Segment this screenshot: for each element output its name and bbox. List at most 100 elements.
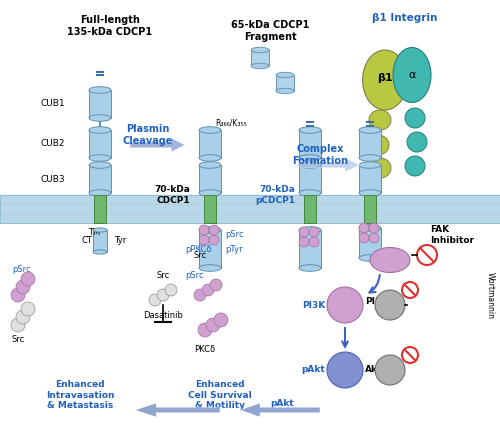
Circle shape	[149, 294, 161, 306]
Circle shape	[199, 225, 209, 235]
Text: 70-kDa
CDCP1: 70-kDa CDCP1	[154, 185, 190, 204]
Circle shape	[157, 289, 169, 301]
Circle shape	[359, 233, 369, 243]
Circle shape	[16, 280, 30, 294]
Text: 70-kDa
pCDCP1: 70-kDa pCDCP1	[255, 185, 295, 204]
Ellipse shape	[89, 190, 111, 196]
FancyBboxPatch shape	[359, 130, 381, 158]
Text: CT: CT	[81, 236, 92, 245]
Bar	[364, 195, 376, 223]
Ellipse shape	[393, 48, 431, 102]
FancyBboxPatch shape	[299, 165, 321, 193]
Text: pFAK: pFAK	[380, 255, 400, 265]
Circle shape	[375, 355, 405, 385]
Circle shape	[309, 227, 319, 237]
Ellipse shape	[89, 162, 111, 168]
Ellipse shape	[199, 190, 221, 196]
Text: PI3K: PI3K	[302, 300, 325, 310]
Ellipse shape	[359, 255, 381, 261]
Circle shape	[369, 223, 379, 233]
Ellipse shape	[369, 110, 391, 130]
Text: TM: TM	[88, 228, 100, 237]
Circle shape	[165, 284, 177, 296]
Circle shape	[402, 282, 418, 298]
FancyBboxPatch shape	[299, 230, 321, 268]
Circle shape	[21, 302, 35, 316]
Circle shape	[209, 225, 219, 235]
Circle shape	[206, 318, 220, 332]
Text: Complex
Formation: Complex Formation	[292, 144, 348, 166]
Ellipse shape	[199, 265, 221, 271]
Ellipse shape	[299, 155, 321, 161]
Circle shape	[309, 237, 319, 247]
Ellipse shape	[405, 156, 425, 176]
FancyArrow shape	[300, 158, 360, 172]
FancyBboxPatch shape	[89, 90, 111, 118]
Text: Wortmannin: Wortmannin	[486, 272, 494, 319]
Ellipse shape	[407, 132, 427, 152]
Circle shape	[369, 233, 379, 243]
FancyArrow shape	[240, 403, 320, 417]
Circle shape	[359, 223, 369, 233]
Circle shape	[299, 227, 309, 237]
Text: Enhanced
Intravasation
& Metastasis: Enhanced Intravasation & Metastasis	[46, 380, 114, 410]
Text: Full-length: Full-length	[80, 15, 140, 25]
FancyBboxPatch shape	[276, 75, 294, 91]
Text: pSrc: pSrc	[12, 266, 30, 275]
Text: β1: β1	[377, 73, 393, 83]
Circle shape	[16, 310, 30, 324]
Ellipse shape	[299, 265, 321, 271]
Ellipse shape	[299, 190, 321, 196]
Ellipse shape	[251, 63, 269, 69]
Text: pSrc: pSrc	[186, 270, 204, 279]
Bar	[94, 195, 106, 223]
Ellipse shape	[359, 225, 381, 232]
Ellipse shape	[299, 162, 321, 168]
Circle shape	[327, 352, 363, 388]
Ellipse shape	[89, 87, 111, 93]
Text: α: α	[408, 70, 416, 80]
Ellipse shape	[299, 127, 321, 133]
FancyBboxPatch shape	[251, 50, 269, 66]
Text: Enhanced
Cell Survival
& Motility: Enhanced Cell Survival & Motility	[188, 380, 252, 410]
Text: pAkt: pAkt	[270, 399, 294, 408]
Ellipse shape	[299, 227, 321, 233]
Text: 65-kDa CDCP1: 65-kDa CDCP1	[231, 20, 309, 30]
Ellipse shape	[359, 155, 381, 161]
Circle shape	[214, 313, 228, 327]
Ellipse shape	[367, 135, 389, 155]
Ellipse shape	[359, 162, 381, 168]
Text: Src: Src	[194, 251, 206, 259]
FancyBboxPatch shape	[199, 130, 221, 158]
Ellipse shape	[405, 108, 425, 128]
Bar	[204, 195, 216, 223]
Circle shape	[11, 288, 25, 302]
Circle shape	[210, 279, 222, 291]
Circle shape	[202, 284, 214, 296]
Text: PKCδ: PKCδ	[194, 345, 216, 354]
Ellipse shape	[359, 190, 381, 196]
Text: CUB2: CUB2	[40, 140, 65, 149]
Text: pAkt: pAkt	[301, 365, 325, 375]
Bar	[0, 195, 500, 223]
Text: CUB3: CUB3	[40, 174, 65, 184]
Bar	[304, 195, 316, 223]
Text: Akt: Akt	[365, 365, 382, 375]
Ellipse shape	[369, 158, 391, 178]
Ellipse shape	[199, 127, 221, 133]
FancyBboxPatch shape	[89, 165, 111, 193]
Ellipse shape	[359, 127, 381, 133]
FancyArrow shape	[135, 403, 220, 417]
Text: Src: Src	[156, 270, 170, 279]
FancyBboxPatch shape	[93, 230, 107, 252]
Text: R₃₆₆/K₃₅₅: R₃₆₆/K₃₅₅	[215, 119, 247, 127]
Circle shape	[417, 245, 437, 265]
FancyBboxPatch shape	[299, 130, 321, 158]
Text: Src: Src	[12, 335, 25, 344]
Text: pSrc: pSrc	[225, 231, 244, 239]
Text: FAK
Inhibitor: FAK Inhibitor	[430, 225, 474, 245]
Ellipse shape	[199, 227, 221, 233]
Circle shape	[375, 290, 405, 320]
Circle shape	[299, 237, 309, 247]
Ellipse shape	[199, 162, 221, 168]
